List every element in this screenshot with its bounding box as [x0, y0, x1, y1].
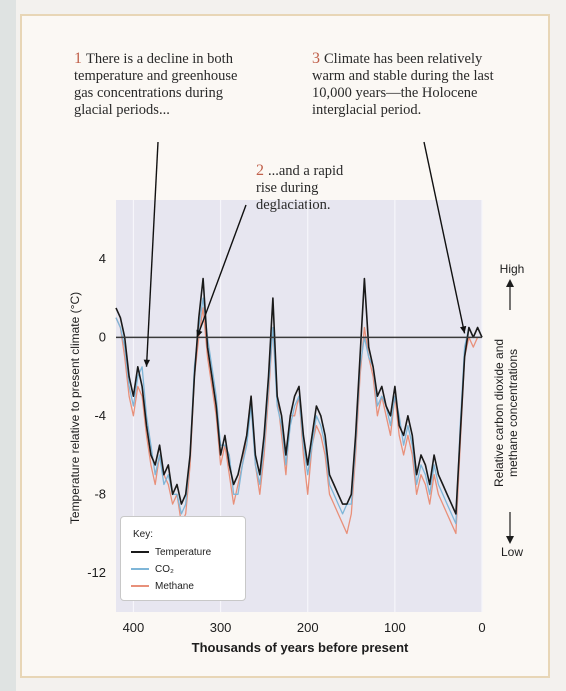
leader-arrow-2	[196, 204, 247, 338]
legend-item-co2: CO₂	[131, 563, 174, 575]
annotation-1: 1 There is a decline in both temperature …	[74, 50, 300, 119]
annotation-1-number: 1	[74, 50, 82, 67]
legend-swatch-temperature	[131, 551, 149, 553]
right-axis-label-line1: Relative carbon dioxide and	[492, 339, 506, 487]
annotation-3: 3 Climate has been relatively warm and st…	[312, 50, 550, 119]
page-left-edge	[0, 0, 16, 691]
annotation-leaders	[143, 141, 467, 367]
x-tick-label: 0	[478, 620, 485, 635]
annotation-3-text: Climate has been relatively warm and sta…	[312, 51, 494, 118]
x-tick-label: 400	[123, 620, 145, 635]
annotation-2-number: 2	[256, 162, 264, 179]
series-line-co2	[115, 297, 482, 525]
x-axis-label: Thousands of years before present	[192, 640, 409, 655]
x-tick-label: 300	[210, 620, 232, 635]
legend: Key: Temperature CO₂ Methane	[120, 516, 246, 601]
legend-label-temperature: Temperature	[155, 546, 212, 558]
y-tick-label: 4	[99, 251, 106, 266]
annotation-2-text: ...and a rapid rise during deglaciation.	[256, 163, 344, 213]
legend-swatch-methane	[131, 585, 149, 587]
legend-label-co2: CO₂	[155, 563, 174, 575]
annotation-3-number: 3	[312, 50, 320, 67]
axis-ticks: 4 0 -4 -8 -12 400 300 200 100 0	[87, 251, 485, 635]
y-tick-label: 0	[99, 329, 106, 344]
right-axis-label-line2: methane concentrations	[506, 349, 520, 477]
x-tick-label: 200	[297, 620, 319, 635]
annotation-2: 2 ...and a rapid rise during deglaciation…	[256, 162, 386, 214]
series-lines	[115, 277, 483, 535]
x-tick-label: 100	[384, 620, 406, 635]
legend-swatch-co2	[131, 568, 149, 570]
y-tick-label: -12	[87, 565, 106, 580]
y-axis-label: Temperature relative to present climate …	[68, 292, 82, 524]
legend-title: Key:	[133, 529, 154, 540]
legend-label-methane: Methane	[155, 580, 194, 592]
y-tick-label: -4	[94, 408, 106, 423]
annotation-1-text: There is a decline in both temperature a…	[74, 51, 238, 118]
leader-arrow-3	[423, 141, 467, 334]
right-axis-low: Low	[501, 545, 523, 559]
series-line-temperature	[115, 277, 483, 515]
y-tick-label: -8	[94, 486, 106, 501]
right-axis-arrows	[506, 279, 514, 544]
legend-item-temperature: Temperature	[131, 546, 211, 558]
series-line-methane	[115, 307, 482, 535]
right-axis-high: High	[500, 262, 525, 276]
legend-item-methane: Methane	[131, 580, 194, 592]
leader-arrow-1	[143, 141, 159, 367]
